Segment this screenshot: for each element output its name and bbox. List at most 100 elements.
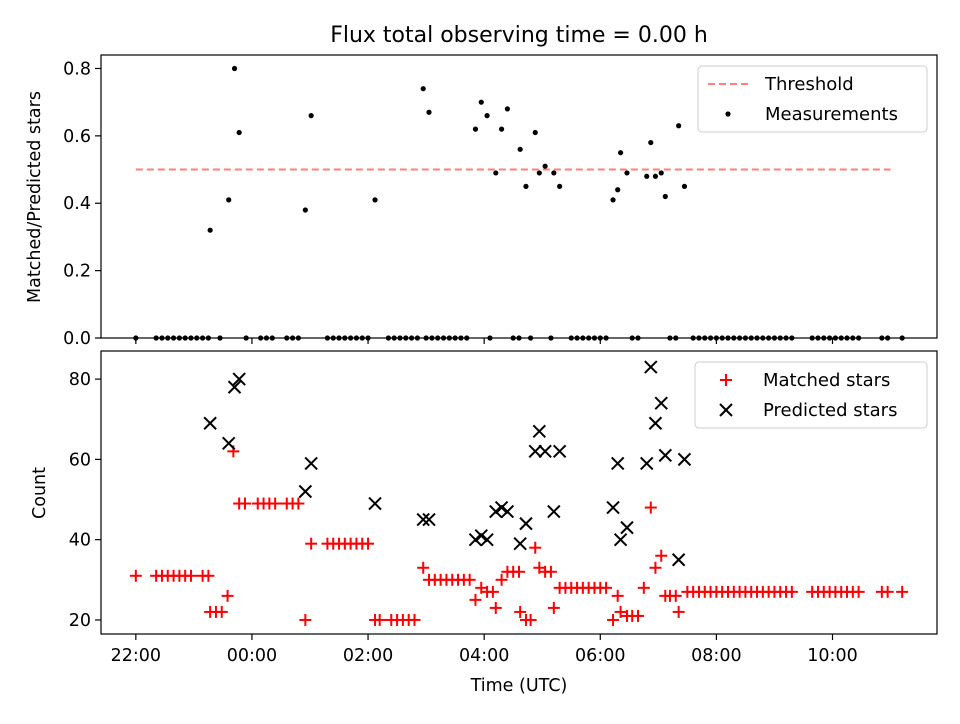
- predicted-star-marker-b: [528, 444, 542, 459]
- matched-star-marker: [292, 497, 305, 510]
- predicted-star-marker-b: [489, 504, 503, 519]
- matched-star-marker: [547, 601, 560, 614]
- counts-x-tick-label: 00:00: [227, 646, 277, 666]
- measurement-point: [610, 197, 616, 203]
- measurement-point: [231, 65, 238, 72]
- predicted-star-marker-b: [298, 484, 313, 499]
- predicted-star-marker: [422, 512, 436, 527]
- ratio-y-axis-label: Matched/Predicted stars: [25, 91, 45, 303]
- predicted-star-marker: [606, 500, 620, 515]
- measurement-point: [420, 86, 426, 92]
- predicted-star-marker: [222, 436, 236, 451]
- predicted-star-marker: [528, 444, 542, 459]
- predicted-star-marker: [416, 512, 430, 527]
- measurement-point: [662, 193, 668, 200]
- measurement-point: [308, 113, 314, 119]
- predicted-star-marker: [610, 456, 625, 471]
- predicted-star-marker: [532, 424, 547, 438]
- matched-star-marker: [529, 541, 542, 554]
- ratio-y-axis: 0.0 0.2 0.4 0.6 0.8: [63, 59, 101, 349]
- measurement-point: [652, 173, 659, 179]
- measurement-point: [484, 113, 490, 119]
- predicted-star-marker: [552, 444, 567, 459]
- predicted-star-marker-b: [613, 532, 628, 547]
- matched-star-marker: [305, 537, 318, 550]
- counts-y-axis-label: Count: [30, 467, 50, 519]
- measurement-point: [542, 163, 548, 169]
- predicted-star-marker-b: [368, 496, 382, 511]
- predicted-star-marker: [304, 456, 318, 471]
- matched-star-marker: [486, 585, 499, 598]
- measurement-point: [426, 109, 432, 115]
- measurement-point: [648, 139, 654, 146]
- predicted-star-marker: [640, 456, 654, 471]
- counts-panel: 20 40 60 80 22:00 00:00 02:00 04:00 06:00 08:00 1…: [30, 350, 938, 696]
- predicted-star-marker-b: [513, 536, 527, 551]
- predicted-star-marker-b: [640, 456, 654, 471]
- ratio-panel: Flux total observing time = 0.00 h 0.00.…: [25, 23, 938, 349]
- matched-star-marker: [238, 497, 251, 510]
- matched-star-marker: [373, 613, 386, 626]
- legend-measurements-swatch: [725, 111, 731, 117]
- predicted-star-marker: [513, 536, 527, 551]
- counts-y-tick-label: 60: [69, 450, 91, 470]
- measurement-point: [676, 123, 682, 129]
- matched-star-marker: [649, 561, 662, 574]
- predicted-star-marker-b: [203, 416, 217, 430]
- measurement-point: [523, 183, 529, 189]
- counts-legend-box: [694, 361, 928, 429]
- counts-y-tick-label: 80: [69, 370, 91, 390]
- measurement-point: [681, 183, 688, 189]
- matched-star-marker: [655, 549, 668, 562]
- matched-star-marker: [489, 601, 502, 614]
- predicted-star-marker-b: [304, 456, 318, 471]
- predicted-star-marker-b: [538, 444, 552, 459]
- ratio-y-tick-label: 0.6: [63, 127, 91, 147]
- matched-star-marker: [514, 605, 527, 618]
- predicted-star-marker-b: [500, 504, 515, 519]
- predicted-star-marker: [232, 372, 246, 386]
- predicted-star-marker-b: [222, 436, 236, 451]
- counts-y-tick-label: 40: [69, 531, 91, 551]
- measurement-point: [236, 129, 242, 136]
- measurement-point: [478, 99, 484, 105]
- ratio-legend-box: [697, 65, 928, 133]
- matched-star-marker: [785, 585, 798, 598]
- predicted-star-marker-b: [677, 452, 692, 467]
- measurement-point: [498, 126, 505, 132]
- predicted-star-marker: [671, 553, 686, 567]
- matched-star-marker: [852, 585, 865, 598]
- measurement-point: [644, 173, 650, 179]
- counts-x-tick-label: 08:00: [691, 646, 741, 666]
- predicted-star-marker: [368, 496, 382, 511]
- matched-stars-series: [129, 445, 909, 626]
- predicted-star-marker: [494, 500, 509, 515]
- matched-star-marker: [362, 537, 375, 550]
- chart-title: Flux total observing time = 0.00 h: [330, 23, 708, 48]
- counts-y-tick-label: 20: [69, 611, 91, 631]
- matched-star-marker: [129, 569, 142, 582]
- predicted-star-marker: [474, 528, 488, 543]
- predicted-star-marker: [658, 448, 673, 463]
- measurement-point: [624, 170, 630, 176]
- measurement-point: [472, 126, 479, 132]
- measurement-point: [493, 170, 499, 176]
- ratio-legend: Threshold Measurements: [697, 65, 928, 133]
- matched-star-marker: [221, 589, 234, 602]
- matched-star-marker: [408, 613, 421, 626]
- predicted-star-marker: [547, 504, 561, 519]
- measurement-point: [615, 187, 621, 193]
- ratio-y-tick-label: 0.4: [63, 194, 91, 214]
- predicted-star-marker: [500, 504, 515, 519]
- counts-x-tick-label: 04:00: [459, 646, 509, 666]
- predicted-star-marker-b: [644, 360, 658, 374]
- counts-legend: Matched stars Predicted stars: [694, 361, 928, 429]
- legend-matched-swatch: [720, 374, 732, 386]
- legend-predicted-label: Predicted stars: [763, 400, 897, 421]
- matched-star-marker: [881, 585, 894, 598]
- matched-star-marker: [417, 561, 430, 574]
- counts-x-tick-label: 06:00: [575, 646, 625, 666]
- predicted-star-marker: [468, 532, 483, 547]
- measurement-point: [536, 170, 542, 176]
- predicted-star-marker-b: [519, 516, 533, 531]
